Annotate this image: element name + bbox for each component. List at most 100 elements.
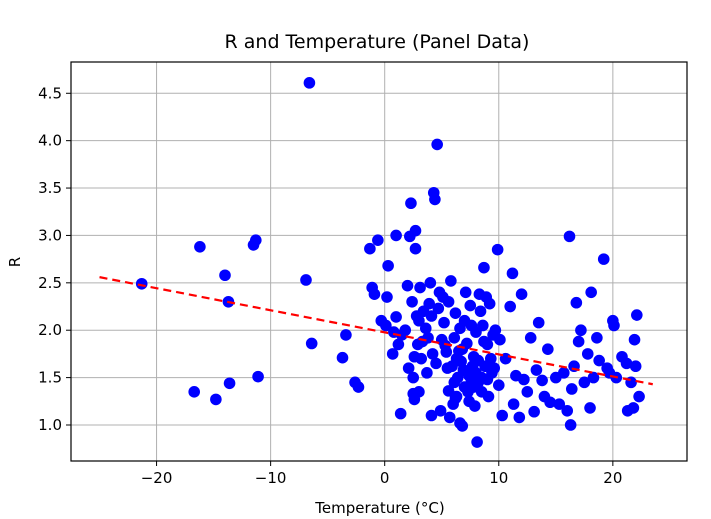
data-point <box>504 300 516 313</box>
data-point <box>352 381 365 393</box>
data-point <box>454 322 466 335</box>
data-point <box>478 335 490 348</box>
data-point <box>524 331 537 344</box>
data-point <box>445 275 457 287</box>
data-point <box>413 386 425 398</box>
data-point <box>392 338 405 351</box>
data-point <box>396 329 408 341</box>
data-point <box>492 379 505 391</box>
data-point <box>409 242 422 255</box>
x-tick-label: 0 <box>380 469 390 487</box>
data-point <box>565 383 578 395</box>
data-point <box>406 295 418 308</box>
data-point <box>528 405 540 418</box>
data-point <box>563 230 576 243</box>
data-point <box>464 299 477 312</box>
data-point <box>431 138 443 151</box>
data-point <box>558 367 570 379</box>
y-tick-label: 1.5 <box>38 369 62 387</box>
data-point <box>372 234 384 246</box>
data-point <box>628 333 641 346</box>
data-point <box>459 286 472 299</box>
data-point <box>135 277 148 290</box>
data-point <box>491 243 504 256</box>
y-tick-label: 1.0 <box>38 416 62 434</box>
data-point <box>494 333 506 346</box>
data-point <box>381 291 393 303</box>
data-point <box>507 398 520 410</box>
plot-frame <box>70 61 688 462</box>
data-point <box>597 253 610 265</box>
data-point <box>405 197 417 210</box>
data-point <box>410 310 423 322</box>
y-tick-label: 3.0 <box>38 226 62 244</box>
data-point <box>465 319 478 332</box>
data-point <box>421 367 433 379</box>
data-points <box>135 77 645 448</box>
data-point <box>303 77 316 89</box>
data-point <box>506 267 519 280</box>
x-axis-label: Temperature (°C) <box>314 499 444 517</box>
data-point <box>415 352 428 365</box>
data-point <box>402 362 415 374</box>
data-point <box>564 419 577 431</box>
data-point <box>536 374 548 387</box>
data-point <box>425 409 438 422</box>
y-tick-label: 2.5 <box>38 274 62 292</box>
data-point <box>419 322 432 335</box>
y-tick-label: 4.5 <box>38 84 62 102</box>
data-point <box>414 281 426 294</box>
data-point <box>390 229 402 242</box>
x-tick-label: −20 <box>141 469 173 487</box>
data-point <box>449 392 462 405</box>
data-point <box>438 316 450 329</box>
data-point <box>513 411 526 424</box>
data-point <box>364 242 376 255</box>
data-point <box>368 288 381 300</box>
y-tick-label: 3.5 <box>38 179 62 197</box>
data-point <box>488 362 501 374</box>
data-point <box>461 337 473 350</box>
data-point <box>489 324 502 337</box>
trend-line <box>99 276 653 386</box>
data-point <box>542 343 554 355</box>
data-point <box>521 386 534 398</box>
data-point <box>532 316 545 329</box>
data-point <box>457 364 470 376</box>
data-point <box>194 241 206 253</box>
data-point <box>570 296 583 309</box>
x-tick-label: 10 <box>489 469 508 487</box>
data-point <box>336 351 349 364</box>
data-point <box>463 395 475 408</box>
data-point <box>518 373 530 386</box>
data-point <box>478 261 490 274</box>
data-point <box>593 354 605 367</box>
data-point <box>416 335 429 348</box>
x-tick-label: −10 <box>255 469 287 487</box>
x-axis-ticks: −20 −10 0 10 20 <box>141 461 622 487</box>
chart-title: R and Temperature (Panel Data) <box>225 31 530 53</box>
grid-lines <box>71 62 687 461</box>
data-point <box>429 193 441 206</box>
data-point <box>340 329 352 341</box>
data-point <box>386 348 399 360</box>
data-point <box>252 370 264 383</box>
data-point <box>581 348 594 360</box>
data-point <box>443 411 456 424</box>
data-point <box>578 376 591 389</box>
data-point <box>424 277 437 289</box>
data-point <box>484 352 497 365</box>
data-point <box>633 390 645 403</box>
data-point <box>544 396 556 409</box>
y-axis-label: R <box>6 257 24 267</box>
y-tick-label: 2.0 <box>38 321 62 339</box>
data-point <box>474 305 487 318</box>
data-point <box>426 348 439 360</box>
data-point <box>423 297 435 310</box>
data-point <box>483 297 496 310</box>
data-point <box>471 436 483 448</box>
data-point <box>620 357 633 370</box>
data-point <box>448 331 461 344</box>
data-point <box>434 404 447 417</box>
